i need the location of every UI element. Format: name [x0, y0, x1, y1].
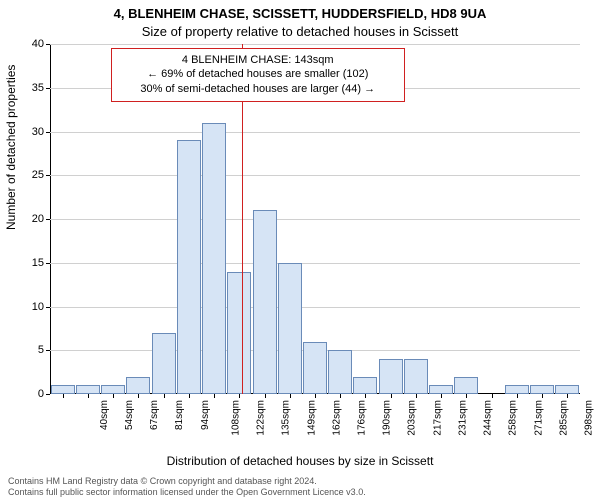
x-tick-mark: [466, 394, 467, 398]
bar: [101, 385, 125, 394]
bar: [555, 385, 579, 394]
x-tick-mark: [391, 394, 392, 398]
x-tick-mark: [416, 394, 417, 398]
bar: [227, 272, 251, 395]
x-tick-label: 81sqm: [174, 400, 185, 430]
footer-attribution: Contains HM Land Registry data © Crown c…: [8, 476, 592, 499]
x-tick-label: 217sqm: [432, 400, 443, 436]
footer-line: Contains HM Land Registry data © Crown c…: [8, 476, 592, 487]
bar: [177, 140, 201, 394]
gridline: [50, 263, 580, 264]
x-tick-mark: [164, 394, 165, 398]
gridline: [50, 219, 580, 220]
annotation-line: ← 69% of detached houses are smaller (10…: [120, 67, 396, 82]
plot-area: 051015202530354040sqm54sqm67sqm81sqm94sq…: [50, 44, 580, 394]
x-tick-mark: [63, 394, 64, 398]
x-tick-mark: [492, 394, 493, 398]
x-tick-mark: [315, 394, 316, 398]
annotation-line: 30% of semi-detached houses are larger (…: [120, 82, 396, 97]
x-tick-label: 54sqm: [124, 400, 135, 430]
bar: [303, 342, 327, 395]
x-tick-label: 190sqm: [382, 400, 393, 436]
x-tick-label: 258sqm: [508, 400, 519, 436]
gridline: [50, 307, 580, 308]
x-tick-label: 298sqm: [584, 400, 595, 436]
x-tick-label: 94sqm: [200, 400, 211, 430]
footer-line: Contains full public sector information …: [8, 487, 592, 498]
annotation-line: 4 BLENHEIM CHASE: 143sqm: [120, 53, 396, 68]
x-tick-mark: [189, 394, 190, 398]
x-tick-mark: [441, 394, 442, 398]
x-tick-mark: [239, 394, 240, 398]
x-tick-label: 149sqm: [306, 400, 317, 436]
x-tick-mark: [290, 394, 291, 398]
x-tick-label: 271sqm: [533, 400, 544, 436]
x-tick-label: 244sqm: [483, 400, 494, 436]
bar: [126, 377, 150, 395]
gridline: [50, 44, 580, 45]
bar: [505, 385, 529, 394]
x-tick-mark: [265, 394, 266, 398]
x-tick-label: 231sqm: [458, 400, 469, 436]
x-tick-mark: [340, 394, 341, 398]
x-tick-mark: [88, 394, 89, 398]
y-axis-label: Number of detached properties: [4, 65, 18, 230]
bar: [530, 385, 554, 394]
x-tick-mark: [517, 394, 518, 398]
gridline: [50, 132, 580, 133]
x-tick-mark: [365, 394, 366, 398]
bar: [202, 123, 226, 394]
bar: [76, 385, 100, 394]
title-main: 4, BLENHEIM CHASE, SCISSETT, HUDDERSFIEL…: [0, 6, 600, 21]
x-axis-label: Distribution of detached houses by size …: [0, 454, 600, 468]
x-tick-label: 108sqm: [230, 400, 241, 436]
x-tick-label: 285sqm: [558, 400, 569, 436]
x-tick-mark: [567, 394, 568, 398]
x-tick-label: 135sqm: [281, 400, 292, 436]
x-tick-label: 67sqm: [149, 400, 160, 430]
x-tick-label: 40sqm: [99, 400, 110, 430]
annotation-box: 4 BLENHEIM CHASE: 143sqm← 69% of detache…: [111, 48, 405, 103]
bar: [404, 359, 428, 394]
bar: [429, 385, 453, 394]
title-sub: Size of property relative to detached ho…: [0, 24, 600, 39]
chart-container: 4, BLENHEIM CHASE, SCISSETT, HUDDERSFIEL…: [0, 0, 600, 500]
gridline: [50, 175, 580, 176]
x-tick-label: 176sqm: [357, 400, 368, 436]
x-tick-label: 203sqm: [407, 400, 418, 436]
x-tick-mark: [138, 394, 139, 398]
bar: [278, 263, 302, 394]
x-tick-label: 162sqm: [331, 400, 342, 436]
x-tick-mark: [113, 394, 114, 398]
bar: [454, 377, 478, 395]
bar: [379, 359, 403, 394]
bar: [253, 210, 277, 394]
y-tick-mark: [46, 394, 50, 395]
bar: [51, 385, 75, 394]
x-tick-mark: [542, 394, 543, 398]
bar: [152, 333, 176, 394]
x-tick-label: 122sqm: [256, 400, 267, 436]
bar: [353, 377, 377, 395]
bar: [328, 350, 352, 394]
x-tick-mark: [214, 394, 215, 398]
